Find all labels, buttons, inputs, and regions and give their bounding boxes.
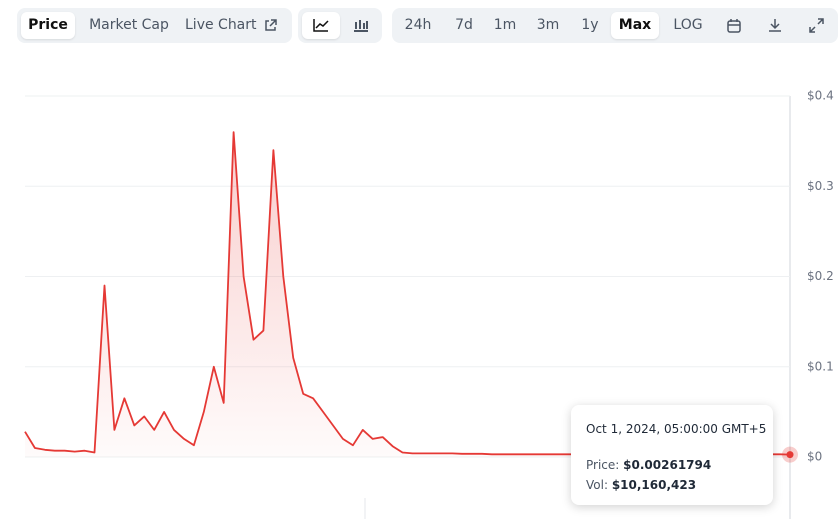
candle-chart-button[interactable]: [342, 12, 380, 39]
price-value: $0.00261794: [623, 458, 712, 472]
tab[interactable]: Price: [21, 12, 75, 39]
tab[interactable]: Market Cap: [89, 17, 169, 33]
tab[interactable]: Live Chart: [185, 17, 257, 33]
external-icon: [265, 19, 277, 31]
download-icon[interactable]: [768, 18, 782, 33]
range-button[interactable]: 1m: [493, 17, 517, 33]
hover-point: [786, 451, 794, 459]
chart-type-group: [298, 8, 382, 43]
y-tick-label: $0.1: [807, 359, 834, 373]
range-button[interactable]: 3m: [536, 17, 560, 33]
vol-label: Vol:: [586, 478, 608, 492]
calendar-icon[interactable]: [727, 19, 741, 33]
tooltip: Oct 1, 2024, 05:00:00 GMT+5 Price: $0.00…: [571, 405, 773, 505]
tab-group: Price Market Cap Live Chart: [17, 8, 292, 43]
range-group: 24h 7d 1m 3m 1y Max LOG: [392, 8, 838, 43]
price-label: Price:: [586, 458, 620, 472]
range-button[interactable]: 24h: [404, 17, 432, 33]
line-chart-button[interactable]: [302, 12, 340, 39]
y-tick-label: $0.2: [807, 269, 834, 283]
y-tick-label: $0.3: [807, 179, 834, 193]
candle-icon: [354, 20, 368, 32]
tooltip-price: Price: $0.00261794: [586, 458, 711, 472]
y-tick-label: $0: [807, 450, 822, 464]
expand-icon[interactable]: [809, 18, 824, 33]
range-button[interactable]: 1y: [581, 17, 599, 33]
tooltip-date: Oct 1, 2024, 05:00:00 GMT+5: [586, 422, 767, 436]
range-button[interactable]: 7d: [455, 17, 473, 33]
vol-value: $10,160,423: [611, 478, 697, 492]
y-tick-label: $0.4: [807, 89, 834, 103]
range-button[interactable]: LOG: [673, 17, 703, 33]
tooltip-vol: Vol: $10,160,423: [586, 478, 696, 492]
line-icon: [313, 19, 329, 32]
range-button[interactable]: Max: [611, 12, 659, 39]
